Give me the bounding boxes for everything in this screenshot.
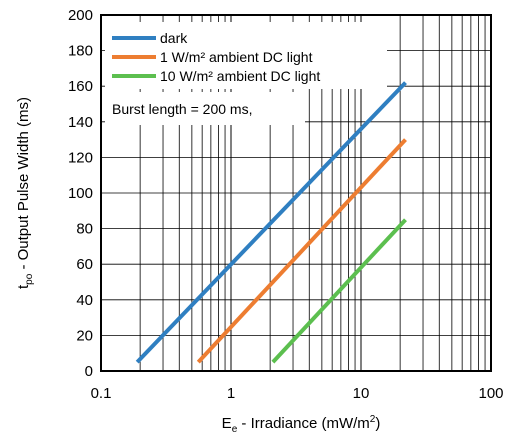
series-line-0: [135, 81, 407, 364]
x-tick-label: 0.1: [91, 385, 112, 402]
y-tick-label: 200: [68, 7, 93, 24]
plot-frame: [100, 14, 492, 372]
y-tick-label: 0: [85, 363, 93, 380]
y-tick-label: 40: [76, 292, 93, 309]
tick-labels: 0 20 40 60 80 100 120 140 160 180 200 0.1 1 10 100: [68, 7, 504, 402]
y-tick-label: 20: [76, 327, 93, 344]
y-tick-label: 100: [68, 185, 93, 202]
series-lines: [135, 81, 407, 364]
series-line-1: [196, 138, 407, 364]
legend-label-10w: 10 W/m² ambient DC light: [160, 68, 320, 84]
x-axis-label: Ee - Irradiance (mW/m2): [222, 414, 381, 435]
y-tick-label: 80: [76, 221, 93, 238]
x-tick-label: 1: [227, 385, 235, 402]
x-tick-label: 100: [478, 385, 503, 402]
y-axis-label: tpo - Output Pulse Width (ms): [15, 97, 35, 289]
annotation-text: Burst length = 200 ms,: [112, 101, 252, 117]
y-tick-label: 120: [68, 149, 93, 166]
series-line-2: [271, 218, 407, 364]
x-tick-label: 10: [353, 385, 370, 402]
y-tick-label: 180: [68, 43, 93, 60]
y-tick-label: 160: [68, 78, 93, 95]
annotation-box: [105, 92, 305, 125]
legend-label-dark: dark: [160, 30, 188, 46]
legend-label-1w: 1 W/m² ambient DC light: [160, 49, 313, 65]
y-tick-label: 140: [68, 114, 93, 131]
legend: dark 1 W/m² ambient DC light 10 W/m² amb…: [105, 22, 387, 125]
y-tick-label: 60: [76, 256, 93, 273]
